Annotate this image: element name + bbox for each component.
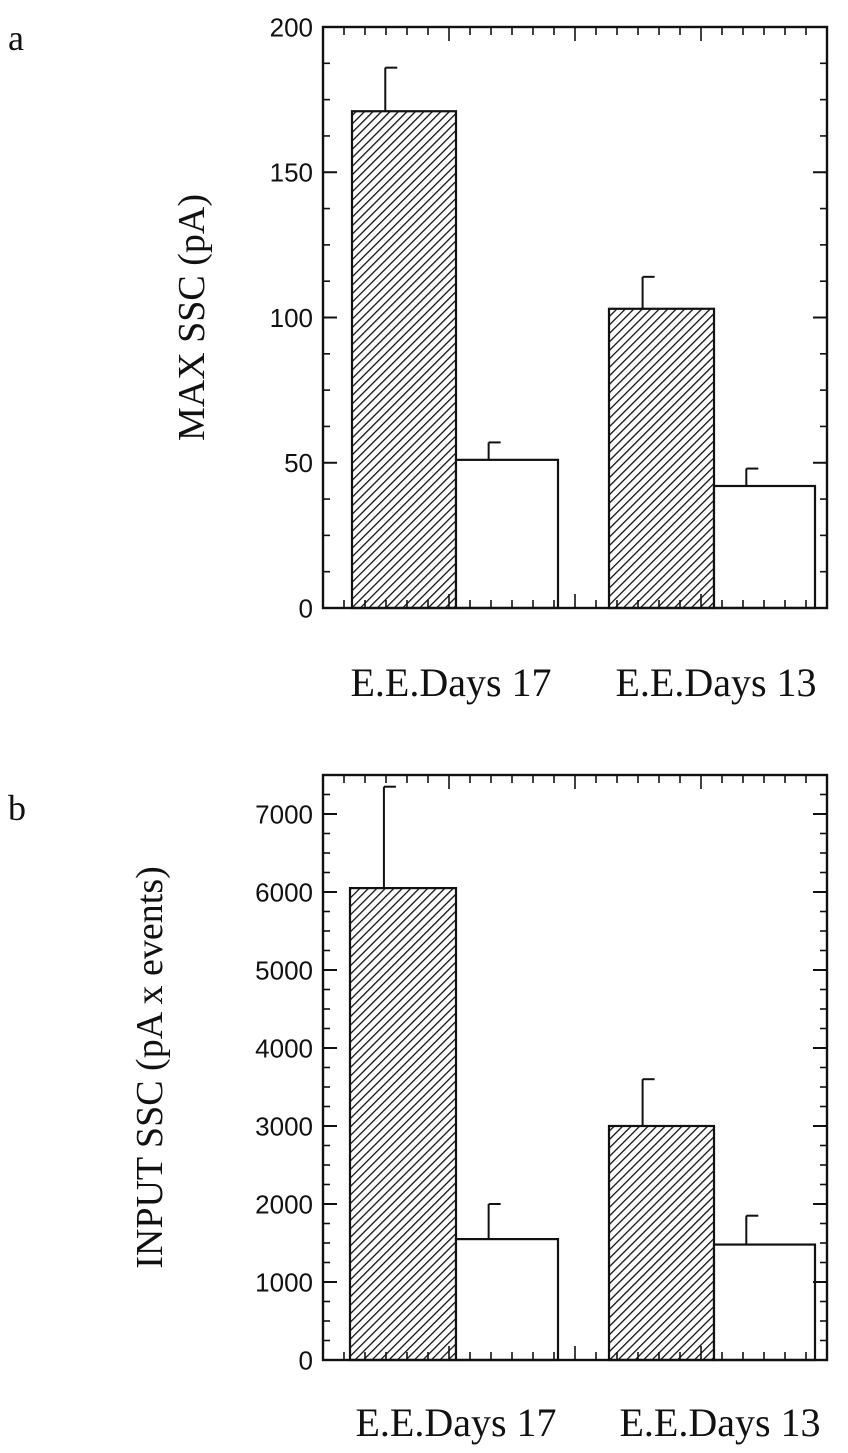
bar-hatched-2 [609, 309, 714, 608]
bar-open-2 [714, 1245, 815, 1360]
y-tick-label: 3000 [255, 1111, 313, 1141]
bar-open-1 [456, 460, 558, 608]
category-label: E.E.Days 17 [350, 660, 551, 705]
chart-panel-b: b 0 1000 2000 3000 4000 5000 6000 7000 INPUT SSC … [8, 775, 827, 1445]
y-tick-label: 2000 [255, 1189, 313, 1219]
y-tick-label: 200 [270, 12, 313, 42]
y-tick-label: 6000 [255, 877, 313, 907]
y-tick-label: 7000 [255, 799, 313, 829]
y-tick-label: 0 [299, 593, 313, 623]
panel-letter: a [8, 18, 24, 58]
bar-hatched-1 [352, 111, 456, 608]
bar-hatched-1 [350, 888, 456, 1360]
chart-panel-a: a 0 50 100 150 200 MAX SSC (pA) E.E.Days 17 E.E.… [8, 12, 827, 705]
y-tick-label: 150 [270, 158, 313, 188]
y-tick-label: 1000 [255, 1267, 313, 1297]
y-tick-label: 5000 [255, 955, 313, 985]
category-label: E.E.Days 17 [355, 1400, 556, 1445]
bar-open-2 [714, 486, 815, 608]
category-label: E.E.Days 13 [619, 1400, 820, 1445]
y-tick-label: 100 [270, 303, 313, 333]
y-axis-title: MAX SSC (pA) [171, 194, 213, 441]
bar-hatched-2 [609, 1126, 714, 1360]
y-tick-label: 50 [284, 448, 313, 478]
panel-letter: b [8, 788, 26, 828]
y-axis-title: INPUT SSC (pA x events) [129, 866, 171, 1269]
category-label: E.E.Days 13 [615, 660, 816, 705]
y-tick-label: 4000 [255, 1033, 313, 1063]
y-tick-label: 0 [299, 1345, 313, 1375]
bar-open-1 [456, 1239, 558, 1360]
